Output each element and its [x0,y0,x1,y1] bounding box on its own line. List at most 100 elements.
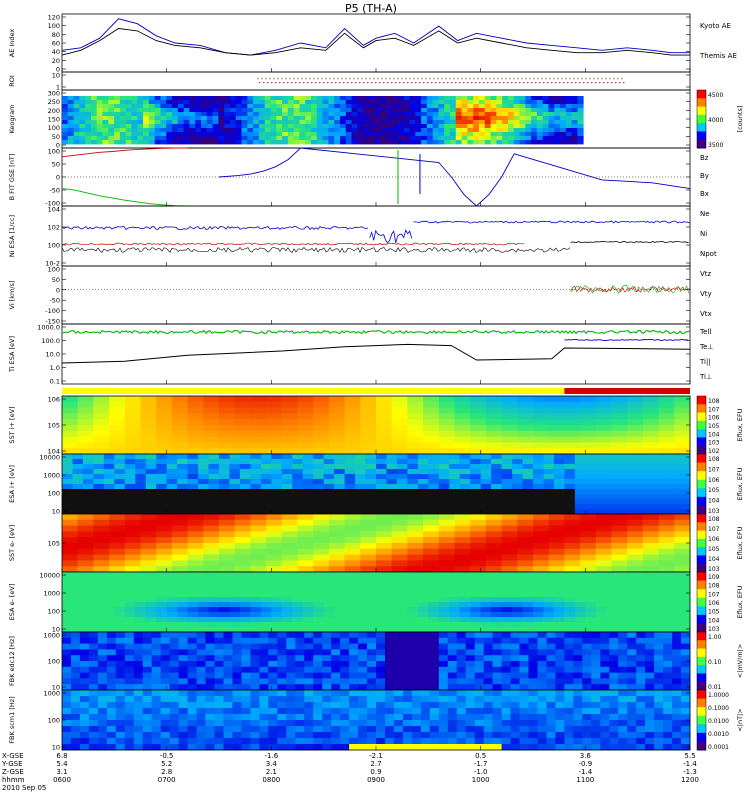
keogram-cell [218,120,225,125]
keogram-cell [415,124,422,129]
roi-mark [361,78,363,80]
colorbar-cell [697,563,706,573]
heat-cell [277,684,287,691]
heat-cell [355,592,366,598]
roi-mark [335,82,337,84]
heat-cell [512,469,523,475]
heat-cell [606,469,618,475]
heat-cell [627,666,637,673]
keogram-cell [560,116,567,121]
heat-cell [250,627,262,633]
keogram-cell [380,104,387,109]
keogram-cell [409,112,416,117]
heat-cell [344,474,356,480]
heat-cell [627,612,639,618]
heat-cell [313,627,325,633]
keogram-cell [189,108,196,113]
heat-cell [595,509,607,515]
heat-cell [553,464,565,470]
y-tick-label: 10000 [39,454,60,462]
heat-cell [178,696,188,703]
heat-cell [187,525,204,532]
heat-cell [79,714,90,721]
heat-cell [260,464,272,470]
keogram-cell [195,140,202,145]
heat-cell [564,582,576,588]
heat-cell [595,622,607,628]
roi-mark [445,78,447,80]
heat-cell [428,469,440,475]
keogram-cell [91,96,98,101]
keogram-cell [334,100,341,105]
heat-cell [553,582,565,588]
keogram-cell [143,96,150,101]
heat-cell [485,425,502,432]
keogram-cell [189,100,196,105]
heat-cell [177,454,188,460]
heat-cell [344,612,356,618]
heat-cell [512,622,523,628]
heat-cell [553,484,565,490]
heat-cell [616,607,628,613]
roi-mark [411,82,413,84]
heat-cell [512,509,523,515]
heat-cell [611,448,628,455]
heat-cell [234,519,251,526]
keogram-cell [369,136,376,141]
heat-cell [169,661,180,668]
heat-cell [396,587,408,593]
roi-mark [347,82,349,84]
heat-cell [292,509,304,515]
keogram-cell [212,128,219,133]
colorbar-tick: 102 [708,448,720,455]
heat-cell [239,622,251,628]
heat-cell [124,509,136,515]
heat-cell [574,592,586,598]
heat-cell [616,572,628,578]
heat-cell [459,572,471,578]
heat-cell [637,489,649,495]
heat-cell [454,430,471,437]
heat-cell [281,617,293,623]
heat-cell [223,672,233,679]
roi-mark [339,82,341,84]
heat-cell [564,548,581,555]
colorbar-tick: 105 [708,546,720,553]
heat-cell [449,607,461,613]
heat-cell [292,587,304,593]
heat-cell [546,632,556,639]
keogram-cell [444,120,451,125]
keogram-cell [461,96,468,101]
heat-cell [449,602,461,608]
heat-cell [250,602,262,608]
heat-cell [417,587,429,593]
heat-cell [241,720,251,727]
keogram-cell [461,124,468,129]
heat-cell [304,720,314,727]
heat-cell [169,655,180,662]
keogram-cell [397,116,405,121]
heat-cell [423,413,440,420]
heat-cell [580,401,597,408]
roi-mark [313,78,315,80]
heat-cell [600,637,610,644]
heat-cell [187,484,199,490]
keogram-cell [345,100,352,105]
bfit-panel-frame [61,147,691,207]
heat-cell [133,637,144,644]
keogram-cell [276,128,283,133]
keogram-cell [421,116,428,121]
keogram-cell [299,136,306,141]
heat-cell [595,464,607,470]
heat-cell [611,396,628,403]
keogram-cell [421,128,428,133]
heat-cell [160,738,171,745]
keogram-cell [403,128,410,133]
heat-cell [124,649,135,656]
heat-cell [250,684,260,691]
heat-cell [71,684,81,691]
keogram-cell [201,112,208,117]
keogram-cell [96,128,103,133]
heat-cell [219,531,236,538]
colorbar-label: Eflux, EFU [736,526,744,559]
